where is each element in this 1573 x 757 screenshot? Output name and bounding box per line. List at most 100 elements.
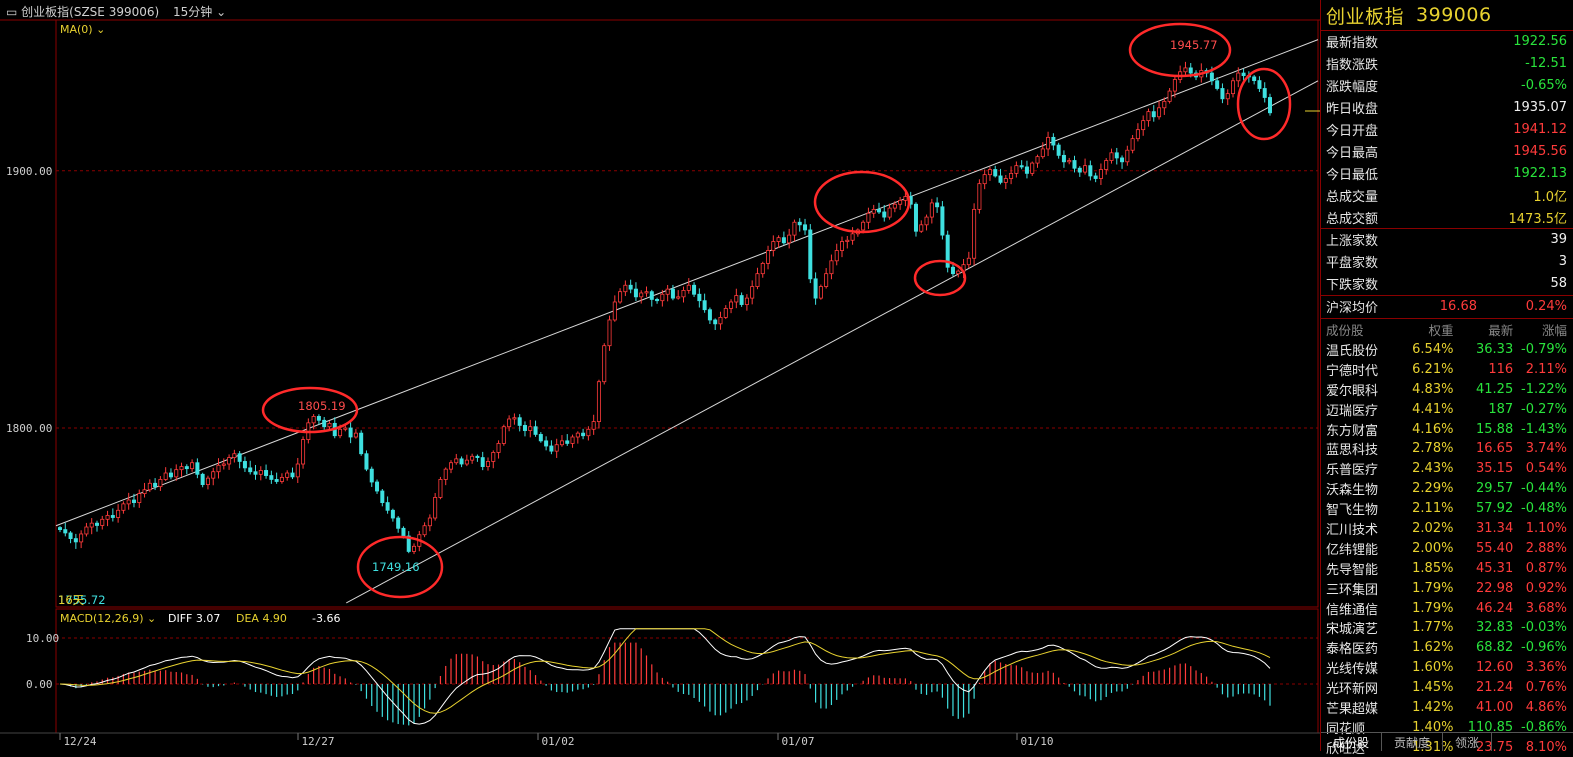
candle-body bbox=[338, 428, 343, 437]
candle-body bbox=[1257, 80, 1262, 89]
candle-body bbox=[692, 284, 697, 295]
candle-body bbox=[1162, 100, 1167, 109]
stat-label: 总成交额 bbox=[1326, 211, 1379, 227]
candle-body bbox=[105, 515, 110, 520]
stock-last: 35.15 bbox=[1476, 461, 1514, 477]
breadth-row: 平盘家数 3 bbox=[1321, 251, 1573, 273]
candle-body bbox=[623, 284, 628, 293]
channel-line bbox=[346, 80, 1319, 604]
candle-body bbox=[876, 208, 881, 213]
stock-row[interactable]: 三环集团 1.79% 22.98 0.92% bbox=[1321, 578, 1573, 598]
stock-row[interactable]: 沃森生物 2.29% 29.57 -0.44% bbox=[1321, 479, 1573, 499]
period-selector[interactable]: 15分钟 ⌄ bbox=[173, 5, 227, 19]
stock-change: -0.96% bbox=[1521, 640, 1567, 656]
candle-body bbox=[512, 417, 517, 420]
candle-body bbox=[1157, 107, 1162, 118]
stock-name: 乐普医疗 bbox=[1326, 463, 1379, 479]
candle-body bbox=[1225, 93, 1230, 100]
candle-body bbox=[1236, 72, 1241, 82]
candle-body bbox=[137, 493, 142, 503]
candle-body bbox=[697, 293, 702, 302]
stock-row[interactable]: 汇川技术 2.02% 31.34 1.10% bbox=[1321, 519, 1573, 539]
stock-row[interactable]: 乐普医疗 2.43% 35.15 0.54% bbox=[1321, 459, 1573, 479]
candle-body bbox=[475, 455, 480, 458]
candle-body bbox=[427, 517, 432, 527]
stock-change: -0.27% bbox=[1521, 401, 1567, 417]
candlestick-chart[interactable]: 1800.00 1900.00 10.00 0.00 12/24 12/27 01/02 01… bbox=[0, 0, 1320, 751]
candle-body bbox=[205, 477, 210, 485]
candle-body bbox=[316, 416, 321, 421]
stock-weight: 1.79% bbox=[1412, 580, 1454, 596]
stock-row[interactable]: 芒果超媒 1.42% 41.00 4.86% bbox=[1321, 698, 1573, 718]
stock-row[interactable]: 光线传媒 1.60% 12.60 3.36% bbox=[1321, 658, 1573, 678]
candle-body bbox=[195, 462, 200, 475]
stock-last: 15.88 bbox=[1476, 421, 1514, 437]
channel-line bbox=[55, 39, 1319, 527]
stock-row[interactable]: 温氏股份 6.54% 36.33 -0.79% bbox=[1321, 340, 1573, 360]
candle-body bbox=[987, 169, 992, 176]
candle-body bbox=[702, 300, 707, 311]
stock-row[interactable]: 同花顺 1.40% 110.85 -0.86% bbox=[1321, 718, 1573, 738]
candle-body bbox=[1109, 152, 1114, 161]
stock-row[interactable]: 东方财富 4.16% 15.88 -1.43% bbox=[1321, 419, 1573, 439]
stock-row[interactable]: 爱尔眼科 4.83% 41.25 -1.22% bbox=[1321, 379, 1573, 399]
chart-frame bbox=[0, 19, 1320, 734]
candle-body bbox=[713, 319, 718, 325]
candle-body bbox=[163, 472, 168, 480]
price-tick-label: 1800.00 bbox=[6, 422, 52, 435]
candle-body bbox=[739, 295, 744, 305]
stock-row[interactable]: 亿纬锂能 2.00% 55.40 2.88% bbox=[1321, 538, 1573, 558]
low-label-1: 1749.16 bbox=[372, 560, 420, 574]
candle-body bbox=[945, 234, 950, 268]
breadth-value: 3 bbox=[1558, 254, 1567, 270]
stock-last: 187 bbox=[1488, 401, 1514, 417]
stat-row: 总成交量 1.0亿 bbox=[1321, 184, 1573, 206]
dea-label: DEA 4.90 bbox=[236, 612, 287, 625]
stock-row[interactable]: 智飞生物 2.11% 57.92 -0.48% bbox=[1321, 499, 1573, 519]
stock-row[interactable]: 宁德时代 6.21% 116 2.11% bbox=[1321, 359, 1573, 379]
high-label-2: 1945.77 bbox=[1170, 38, 1218, 52]
candle-body bbox=[375, 481, 380, 492]
stock-weight: 4.83% bbox=[1412, 381, 1454, 397]
stock-row[interactable]: 迈瑞医疗 4.41% 187 -0.27% bbox=[1321, 399, 1573, 419]
index-stats: 最新指数 1922.56 指数涨跌 -12.51 涨跌幅度 -0.65% 昨日收盘 1935.… bbox=[1321, 31, 1573, 228]
stat-value: 1473.5亿 bbox=[1508, 211, 1568, 227]
highlight-circle bbox=[1236, 67, 1292, 141]
candle-body bbox=[586, 428, 591, 437]
candle-body bbox=[221, 463, 226, 466]
candle-body bbox=[1252, 76, 1257, 81]
candle-body bbox=[570, 436, 575, 444]
stat-label: 总成交量 bbox=[1326, 189, 1379, 205]
diff-line bbox=[59, 628, 1271, 725]
candle-body bbox=[121, 503, 126, 511]
candle-body bbox=[750, 286, 755, 299]
stock-row[interactable]: 光环新网 1.45% 21.24 0.76% bbox=[1321, 678, 1573, 698]
breadth-label: 下跌家数 bbox=[1326, 278, 1379, 294]
stock-change: 0.87% bbox=[1525, 560, 1567, 576]
stat-row: 指数涨跌 -12.51 bbox=[1321, 53, 1573, 75]
candle-body bbox=[290, 472, 295, 478]
candle-body bbox=[295, 463, 300, 478]
candle-body bbox=[1188, 67, 1193, 74]
tab-1[interactable]: 成份股 bbox=[1321, 733, 1383, 751]
candle-body bbox=[602, 345, 607, 383]
stock-weight: 2.78% bbox=[1412, 441, 1454, 457]
highlight-circle bbox=[813, 170, 911, 234]
stock-last: 46.24 bbox=[1476, 600, 1514, 616]
stock-row[interactable]: 泰格医药 1.62% 68.82 -0.96% bbox=[1321, 638, 1573, 658]
candle-body bbox=[639, 292, 644, 298]
stock-row[interactable]: 信维通信 1.79% 46.24 3.68% bbox=[1321, 598, 1573, 618]
stock-weight: 2.00% bbox=[1412, 540, 1454, 556]
tab-2[interactable]: 贡献度 bbox=[1382, 733, 1444, 751]
candle-body bbox=[1141, 120, 1146, 131]
tab-3[interactable]: 领涨 bbox=[1443, 733, 1493, 751]
stock-row[interactable]: 宋城演艺 1.77% 32.83 -0.03% bbox=[1321, 618, 1573, 638]
candle-body bbox=[766, 250, 771, 264]
stock-last: 55.40 bbox=[1476, 540, 1514, 556]
candle-body bbox=[612, 301, 617, 321]
stock-row[interactable]: 先导智能 1.85% 45.31 0.87% bbox=[1321, 558, 1573, 578]
chart-title-bar[interactable]: ▭ 创业板指(SZSE 399006) 15分钟 ⌄ bbox=[6, 3, 226, 20]
stock-row[interactable]: 蓝思科技 2.78% 16.65 3.74% bbox=[1321, 439, 1573, 459]
stock-last: 22.98 bbox=[1476, 580, 1514, 596]
candle-body bbox=[1093, 175, 1098, 179]
